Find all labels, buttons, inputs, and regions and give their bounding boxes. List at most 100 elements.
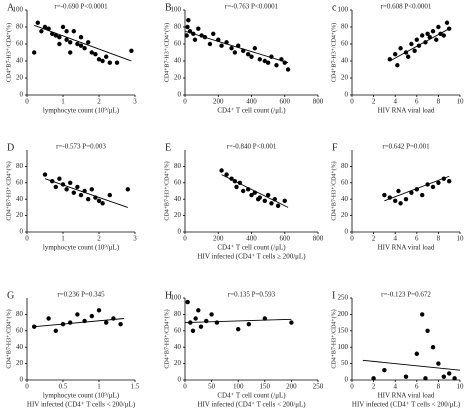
- x-tick-label: 800: [313, 235, 324, 243]
- x-tick-label: 10: [457, 383, 465, 391]
- x-tick-label: 6: [415, 98, 419, 106]
- x-tick-label: 3: [133, 98, 137, 106]
- x-tick-label: 200: [286, 383, 297, 391]
- x-tick-label: 3: [133, 235, 137, 243]
- point: [53, 184, 58, 190]
- x-tick-label: 800: [313, 98, 324, 106]
- point: [57, 176, 62, 181]
- point: [425, 328, 430, 333]
- y-tick-label: 40: [16, 343, 24, 351]
- point: [198, 324, 204, 329]
- x-tick-label: 2: [372, 98, 376, 106]
- point: [282, 198, 287, 204]
- point: [436, 180, 441, 185]
- x-tick-label: 1.5: [131, 383, 140, 391]
- point: [184, 33, 189, 38]
- x-tick-label: 0: [350, 235, 354, 243]
- y-tick-label: 0: [345, 228, 349, 236]
- x-tick-label: 0: [183, 383, 187, 391]
- point: [186, 18, 191, 23]
- y-tick-label: 40: [16, 57, 24, 65]
- point: [234, 184, 239, 190]
- point: [185, 299, 190, 305]
- point: [57, 35, 62, 40]
- x-tick-label: 0.5: [59, 383, 68, 391]
- x-tick-label: 2: [372, 383, 376, 391]
- x-tick-label: 1: [61, 235, 65, 243]
- y-tick-label: 20: [341, 211, 349, 219]
- y-tick-label: 20: [341, 74, 349, 82]
- point: [395, 63, 400, 68]
- point: [420, 33, 425, 38]
- point: [71, 29, 77, 34]
- y-tick-label: 20: [16, 211, 24, 219]
- x-tick-label: 250: [313, 383, 324, 391]
- y-tick-label: 60: [341, 178, 349, 186]
- trend-line: [384, 175, 450, 202]
- point: [193, 316, 198, 321]
- y-tick-label: 0: [345, 376, 349, 384]
- point: [403, 374, 409, 379]
- point: [68, 40, 73, 45]
- point: [96, 57, 102, 62]
- point: [405, 54, 411, 59]
- point: [104, 320, 109, 325]
- point: [75, 41, 80, 47]
- point: [46, 316, 51, 321]
- point: [211, 31, 216, 36]
- point: [68, 50, 73, 55]
- point: [209, 312, 214, 317]
- point: [192, 37, 198, 42]
- y-tick-label: 60: [16, 40, 24, 48]
- x-tick-label: 0: [25, 383, 29, 391]
- point: [414, 37, 419, 42]
- point: [396, 188, 401, 194]
- point: [257, 57, 263, 62]
- point: [32, 50, 37, 55]
- point: [262, 58, 267, 64]
- x-tick-label: 6: [415, 235, 419, 243]
- point: [196, 26, 201, 31]
- x-tick-label: 8: [437, 383, 441, 391]
- y-axis-label: CD4⁺B7-H3⁺/CD4⁺(%): [5, 23, 12, 82]
- point: [196, 308, 201, 313]
- point: [219, 168, 224, 173]
- point: [42, 172, 48, 177]
- annotation: r=0.642 P=0.001: [382, 143, 430, 151]
- point: [53, 33, 58, 38]
- annotation: r=0.608 P<0.0001: [381, 3, 432, 11]
- annotation: r=-0.573 P=0.003: [56, 143, 106, 151]
- y-axis-label: CD4⁺B7-H3⁺/CD4⁺(%): [330, 309, 337, 368]
- point: [57, 41, 62, 47]
- y-tick-label: 100: [13, 6, 24, 14]
- x-tick-label: 2: [372, 235, 376, 243]
- x-axis-label: HIV RNA viral load: [378, 107, 435, 115]
- point: [441, 374, 446, 379]
- y-tick-label: 100: [171, 294, 182, 302]
- x-axis-label: lymphocyte count (10⁹/μL): [43, 392, 120, 400]
- point: [452, 376, 457, 381]
- point: [430, 345, 436, 350]
- y-tick-label: 60: [16, 178, 24, 186]
- point: [232, 50, 238, 55]
- y-tick-label: 100: [171, 6, 182, 14]
- point: [430, 184, 436, 190]
- panel-label: E: [165, 142, 171, 153]
- x-tick-label: 100: [233, 383, 244, 391]
- point: [414, 351, 419, 356]
- x-tick-label: 2: [97, 98, 101, 106]
- point: [371, 376, 376, 381]
- point: [441, 33, 446, 38]
- point: [262, 198, 267, 204]
- x-tick-label: 0: [25, 98, 29, 106]
- point: [185, 24, 190, 30]
- x-axis-label: HIV RNA viral load: [378, 392, 435, 400]
- point: [204, 318, 209, 324]
- y-tick-label: 100: [338, 6, 349, 14]
- point: [236, 326, 241, 332]
- point: [285, 67, 291, 72]
- y-axis-label: CD4⁺B7-H3⁺/CD4⁺(%): [330, 23, 337, 82]
- y-tick-label: 80: [341, 23, 349, 31]
- point: [93, 52, 98, 57]
